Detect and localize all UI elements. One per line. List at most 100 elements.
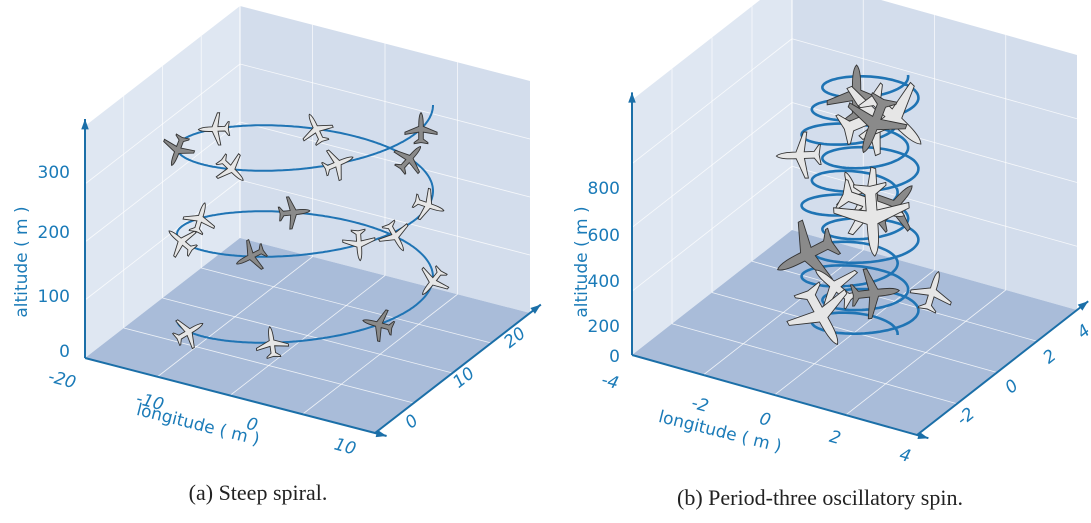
caption: (a) Steep spiral.	[189, 480, 328, 505]
axis	[631, 354, 929, 440]
axis-arrow	[81, 119, 89, 130]
longitude-tick: 2	[827, 427, 843, 449]
airplane-body	[849, 268, 900, 320]
airplane-body	[404, 111, 438, 145]
airplane	[277, 196, 311, 230]
airplane	[171, 319, 204, 350]
axis-arrow	[530, 304, 541, 314]
airplane-body	[302, 113, 334, 146]
airplane-body	[362, 309, 396, 343]
altitude-label: altitude ( m )	[572, 206, 592, 317]
latitude-tick: 4	[1074, 321, 1091, 343]
grid-line	[84, 121, 241, 243]
airplane	[321, 149, 354, 182]
airplane	[342, 228, 376, 262]
airplane	[302, 113, 334, 146]
grid-line	[631, 38, 793, 165]
airplane	[163, 133, 196, 167]
airplane-body	[833, 181, 910, 257]
grid-line	[751, 260, 1038, 342]
caption: (b) Period-three oscillatory spin.	[677, 485, 963, 510]
altitude-tick: 300	[38, 163, 70, 183]
airplane	[182, 202, 216, 236]
axis-arrow	[628, 92, 636, 103]
axis	[916, 300, 1089, 436]
grid-line	[631, 102, 793, 228]
altitude-tick: 600	[588, 226, 620, 246]
axis	[84, 357, 387, 437]
grid-line	[84, 63, 241, 185]
airplane	[909, 271, 952, 314]
airplane	[235, 238, 269, 270]
altitude-tick: 200	[588, 317, 620, 337]
longitude-tick: 10	[332, 435, 358, 460]
airplane-body	[777, 219, 842, 282]
airplane-body	[215, 152, 244, 181]
airplane	[197, 112, 231, 146]
latitude-tick: 0	[402, 411, 423, 433]
axis-arrow	[1077, 301, 1089, 311]
grid-line	[201, 267, 492, 344]
airplane-body	[909, 271, 952, 314]
airplane	[833, 181, 910, 257]
grid-line	[845, 289, 1006, 416]
airplane	[168, 230, 198, 259]
airplane	[215, 152, 244, 181]
airplane	[847, 92, 908, 154]
grid-line	[239, 121, 531, 198]
altitude-label: altitude ( m )	[12, 206, 32, 317]
airplane	[255, 326, 290, 360]
altitude-tick: 800	[588, 179, 620, 199]
airplane-body	[182, 202, 216, 236]
grid-line	[162, 297, 453, 374]
latitude-tick: -2	[953, 404, 979, 430]
airplane-body	[847, 92, 908, 154]
airplane	[421, 265, 450, 296]
airplane-body	[235, 238, 269, 270]
airplane	[815, 269, 860, 312]
altitude-tick: 0	[59, 342, 70, 362]
longitude-tick: 0	[244, 414, 260, 436]
grid-line	[239, 63, 531, 140]
grid-line	[302, 293, 458, 415]
airplane	[377, 219, 409, 252]
grid-line	[791, 38, 1078, 120]
altitude-tick: 100	[38, 287, 70, 307]
airplane-body	[411, 187, 445, 221]
airplane-body	[775, 131, 822, 179]
airplane-body	[377, 219, 409, 252]
airplane	[775, 131, 822, 179]
longitude-tick: -2	[689, 393, 711, 417]
airplane	[777, 219, 842, 282]
longitude-tick: -20	[46, 367, 78, 394]
altitude-tick: 400	[588, 272, 620, 292]
axis	[374, 303, 542, 434]
longitude-tick: -4	[599, 370, 621, 394]
latitude-tick: 2	[1040, 346, 1061, 368]
latitude-tick: 0	[1002, 376, 1023, 398]
airplane-body	[197, 112, 231, 146]
airplane-body	[171, 319, 204, 350]
airplane-body	[255, 326, 290, 360]
airplane-body	[815, 269, 860, 312]
longitude-tick: 0	[757, 409, 773, 431]
airplane-body	[421, 265, 450, 296]
airplane-body	[163, 133, 196, 167]
airplane-body	[168, 230, 198, 259]
airplane	[849, 268, 900, 320]
airplane-body	[393, 146, 422, 175]
airplane-body	[321, 149, 354, 182]
altitude-tick: 200	[38, 223, 70, 243]
airplane	[786, 281, 848, 346]
airplane	[393, 146, 422, 175]
trajectory	[176, 105, 434, 344]
airplane	[411, 187, 445, 221]
airplane	[404, 111, 438, 145]
airplane-body	[277, 196, 311, 230]
longitude-tick: 4	[897, 445, 913, 467]
airplane-body	[342, 228, 376, 262]
airplane-body	[786, 281, 848, 346]
altitude-tick: 0	[609, 347, 620, 367]
airplane	[362, 309, 396, 343]
